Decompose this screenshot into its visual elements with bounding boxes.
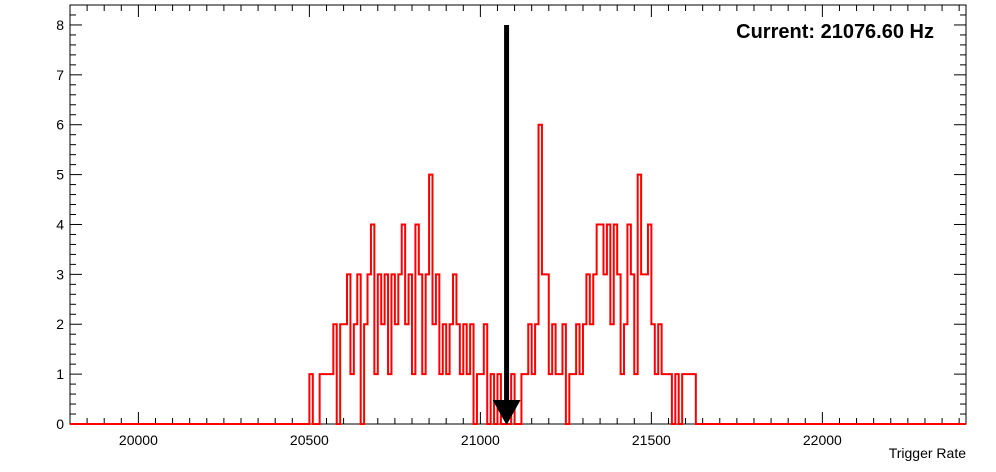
plot-frame	[69, 4, 967, 425]
current-rate-label: Current: 21076.60 Hz	[736, 21, 934, 43]
y-tick-label: 2	[56, 316, 64, 332]
y-tick-label: 3	[56, 266, 64, 282]
histogram-series-line	[70, 123, 966, 425]
y-axis-ticks: 0 1 2 3 4 5 6 7 8	[56, 4, 966, 432]
y-tick-label: 1	[56, 366, 64, 382]
y-tick-label: 8	[56, 17, 64, 33]
current-rate-arrow	[492, 24, 521, 425]
x-tick-label: 20500	[290, 432, 329, 448]
x-tick-label: 21500	[632, 432, 671, 448]
y-tick-label: 0	[56, 416, 64, 432]
x-axis-title: Trigger Rate	[889, 445, 967, 461]
y-tick-label: 7	[56, 67, 64, 83]
x-tick-label: 20000	[119, 432, 158, 448]
x-axis-ticks: 20000 20500 21000 21500 22000	[69, 5, 960, 448]
y-tick-label: 5	[56, 167, 64, 183]
x-tick-label: 22000	[803, 432, 842, 448]
y-tick-label: 6	[56, 117, 64, 133]
arrow-head	[492, 400, 521, 425]
x-tick-label: 21000	[461, 432, 500, 448]
y-tick-label: 4	[56, 216, 64, 232]
